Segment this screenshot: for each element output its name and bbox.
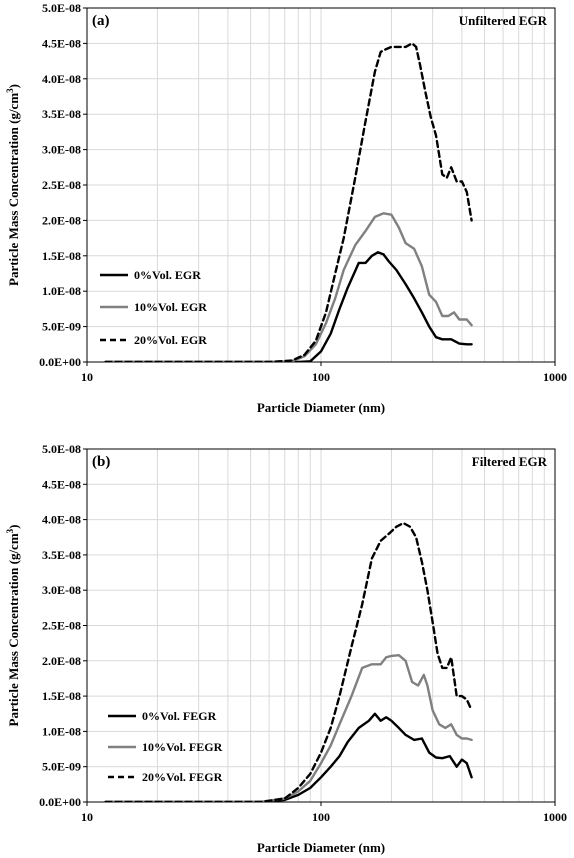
legend-label: 0%Vol. FEGR bbox=[142, 709, 217, 723]
x-tick-label: 1000 bbox=[543, 810, 567, 824]
y-tick-label: 1.0E-08 bbox=[42, 724, 81, 738]
x-tick-label: 100 bbox=[312, 810, 330, 824]
y-tick-label: 5.0E-09 bbox=[42, 320, 81, 334]
series-line bbox=[104, 521, 473, 802]
chart-title: Unfiltered EGR bbox=[459, 13, 548, 28]
y-axis-label: Particle Mass Concentration (g/cm3) bbox=[5, 84, 21, 286]
y-tick-label: 3.0E-08 bbox=[42, 143, 81, 157]
y-tick-label: 2.5E-08 bbox=[42, 619, 81, 633]
chart-panel: 0.0E+00 5.0E-09 1.0E-08 1.5E-08 2.0E-08 2.5E-… bbox=[5, 1, 567, 415]
y-tick-label: 5.0E-09 bbox=[42, 760, 81, 774]
series-line bbox=[104, 712, 473, 802]
y-tick-label: 2.0E-08 bbox=[42, 213, 81, 227]
series-line bbox=[104, 42, 473, 362]
y-tick-label: 3.5E-08 bbox=[42, 107, 81, 121]
y-tick-label: 4.0E-08 bbox=[42, 72, 81, 86]
legend-label: 20%Vol. FEGR bbox=[142, 770, 223, 784]
legend-label: 10%Vol. EGR bbox=[134, 300, 207, 314]
y-axis-label: Particle Mass Concentration (g/cm3) bbox=[5, 525, 21, 727]
y-tick-label: 5.0E-08 bbox=[42, 1, 81, 15]
y-tick-label: 3.5E-08 bbox=[42, 548, 81, 562]
series-line bbox=[104, 251, 473, 362]
x-axis-label: Particle Diameter (nm) bbox=[257, 400, 385, 415]
y-tick-label: 4.0E-08 bbox=[42, 513, 81, 527]
y-tick-label: 0.0E+00 bbox=[39, 795, 81, 809]
y-tick-label: 1.0E-08 bbox=[42, 284, 81, 298]
y-tick-label: 4.5E-08 bbox=[42, 36, 81, 50]
y-tick-label: 3.0E-08 bbox=[42, 583, 81, 597]
legend-label: 10%Vol. FEGR bbox=[142, 740, 223, 754]
y-tick-label: 4.5E-08 bbox=[42, 477, 81, 491]
legend-label: 0%Vol. EGR bbox=[134, 268, 201, 282]
y-tick-label: 5.0E-08 bbox=[42, 442, 81, 456]
panel-label: (a) bbox=[92, 13, 110, 29]
y-tick-label: 1.5E-08 bbox=[42, 689, 81, 703]
x-tick-label: 1000 bbox=[543, 370, 567, 384]
y-tick-label: 2.0E-08 bbox=[42, 654, 81, 668]
legend-label: 20%Vol. EGR bbox=[134, 333, 207, 347]
x-tick-label: 100 bbox=[312, 370, 330, 384]
y-tick-label: 1.5E-08 bbox=[42, 249, 81, 263]
x-axis-label: Particle Diameter (nm) bbox=[257, 840, 385, 855]
chart-panel: 0.0E+00 5.0E-09 1.0E-08 1.5E-08 2.0E-08 2.5E-… bbox=[5, 442, 567, 855]
x-tick-label: 10 bbox=[81, 810, 93, 824]
chart-title: Filtered EGR bbox=[472, 454, 548, 469]
x-tick-label: 10 bbox=[81, 370, 93, 384]
y-tick-label: 2.5E-08 bbox=[42, 178, 81, 192]
panel-label: (b) bbox=[92, 454, 110, 470]
series-line bbox=[104, 654, 473, 802]
y-tick-label: 0.0E+00 bbox=[39, 355, 81, 369]
